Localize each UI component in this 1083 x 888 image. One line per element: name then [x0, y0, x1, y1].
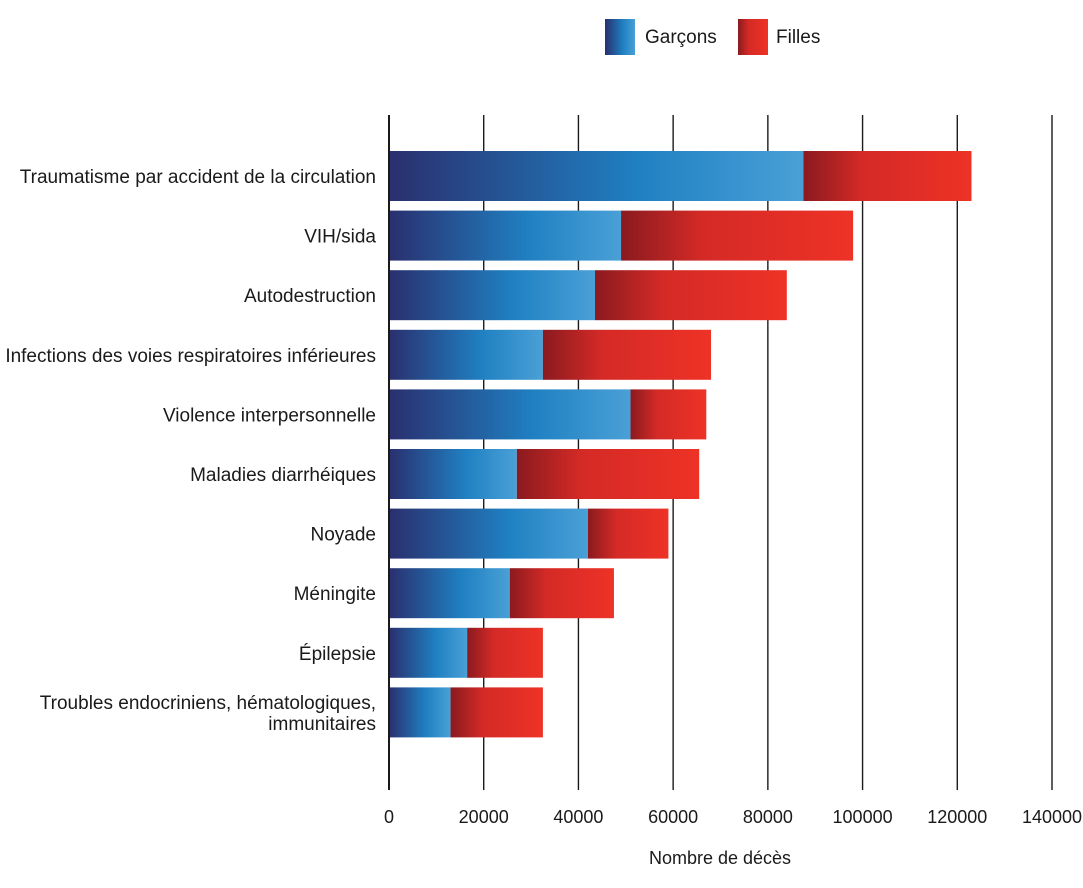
bar-garcons [389, 210, 622, 261]
category-label: Autodestruction [244, 286, 376, 307]
legend-label-garcons: Garçons [645, 27, 717, 48]
category-label: Épilepsie [299, 644, 376, 665]
legend-swatch-filles [738, 19, 768, 55]
x-tick-label: 140000 [1022, 807, 1082, 827]
bar-garcons [389, 389, 631, 440]
x-tick-label: 100000 [833, 807, 893, 827]
bar-filles [467, 627, 543, 678]
x-tick-label: 80000 [743, 807, 793, 827]
category-label: Méningite [294, 584, 376, 605]
category-label: Traumatisme par accident de la circulati… [20, 167, 376, 188]
category-label: immunitaires [268, 714, 376, 735]
bar-garcons [389, 627, 468, 678]
legend-swatch-garcons [605, 19, 635, 55]
x-axis-title: Nombre de décès [649, 848, 791, 868]
category-label: Noyade [311, 525, 377, 546]
x-tick-labels: 0 20000 40000 60000 80000 100000 120000 140000 [384, 807, 1082, 827]
category-label: Violence interpersonnelle [163, 405, 376, 426]
x-tick-label: 0 [384, 807, 394, 827]
bar-filles [803, 151, 972, 201]
x-tick-label: 120000 [927, 807, 987, 827]
category-label: VIH/sida [304, 227, 376, 248]
bar-garcons [389, 508, 588, 559]
bar-filles [595, 270, 787, 321]
x-tick-label: 20000 [459, 807, 509, 827]
bar-garcons [389, 151, 804, 201]
bar-filles [630, 389, 707, 440]
bar-garcons [389, 329, 543, 380]
bar-filles [450, 687, 543, 738]
bar-filles [587, 508, 669, 559]
legend: Garçons Filles [605, 19, 820, 55]
x-tick-label: 40000 [553, 807, 603, 827]
bar-garcons [389, 687, 451, 738]
category-labels: Traumatisme par accident de la circulati… [5, 167, 376, 735]
bar-filles [516, 449, 700, 499]
x-tick-label: 60000 [648, 807, 698, 827]
bars [389, 151, 972, 738]
legend-label-filles: Filles [776, 27, 820, 48]
category-label: Troubles endocriniens, hématologiques, [40, 693, 376, 714]
category-label: Infections des voies respiratoires infér… [5, 346, 376, 367]
bar-garcons [389, 568, 510, 619]
bar-filles [621, 210, 854, 261]
bar-filles [542, 329, 712, 380]
category-label: Maladies diarrhéiques [190, 465, 376, 486]
bar-garcons [389, 449, 517, 499]
bar-garcons [389, 270, 596, 321]
bar-filles [509, 568, 614, 619]
